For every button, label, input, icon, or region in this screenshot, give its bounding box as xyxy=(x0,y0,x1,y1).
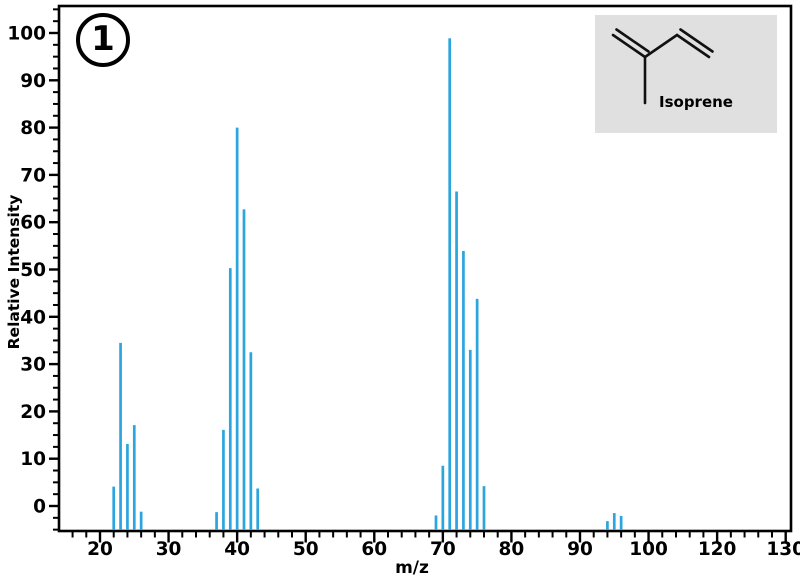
x-tick-label: 130 xyxy=(766,539,800,560)
x-tick-label: 20 xyxy=(87,539,113,560)
figure-number-badge: 1 xyxy=(76,13,130,67)
y-tick-label: 30 xyxy=(20,355,46,376)
y-tick-label: 40 xyxy=(20,307,46,328)
x-tick-label: 30 xyxy=(156,539,182,560)
compound-name: Isoprene xyxy=(659,93,733,111)
x-tick-label: 120 xyxy=(698,539,737,560)
x-tick-label: 50 xyxy=(293,539,319,560)
x-tick-label: 100 xyxy=(629,539,668,560)
y-tick-label: 20 xyxy=(20,402,46,423)
x-tick-label: 60 xyxy=(361,539,387,560)
y-tick-label: 50 xyxy=(20,260,46,281)
compound-inset: Isoprene xyxy=(595,15,777,133)
figure-number: 1 xyxy=(91,19,115,59)
y-tick-label: 100 xyxy=(7,24,46,45)
isoprene-structure-icon xyxy=(611,28,714,105)
x-tick-label: 90 xyxy=(567,539,593,560)
y-tick-label: 0 xyxy=(33,497,46,518)
y-tick-label: 90 xyxy=(20,71,46,92)
x-tick-label: 80 xyxy=(499,539,525,560)
x-axis-title: m/z xyxy=(395,558,429,578)
y-axis-title: Relative Intensity xyxy=(5,194,23,350)
y-tick-label: 10 xyxy=(20,449,46,470)
y-tick-label: 60 xyxy=(20,213,46,234)
x-tick-label: 40 xyxy=(224,539,250,560)
x-tick-label: 70 xyxy=(430,539,456,560)
y-tick-label: 80 xyxy=(20,118,46,139)
y-tick-label: 70 xyxy=(20,165,46,186)
